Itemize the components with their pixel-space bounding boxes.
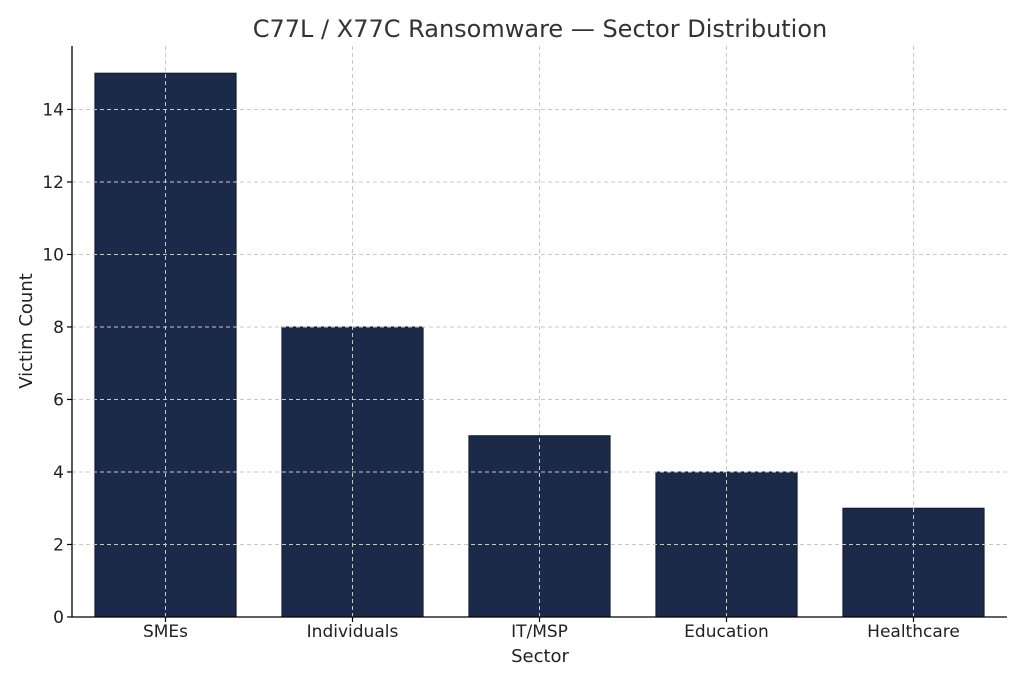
bar — [94, 72, 237, 618]
y-tick-label: 12 — [42, 173, 64, 193]
y-ticks: 0 2 4 6 8 10 12 14 — [42, 100, 72, 628]
x-tick-label: Individuals — [307, 622, 399, 642]
x-tick-label: IT/MSP — [511, 622, 568, 642]
x-tick-label: Healthcare — [867, 622, 960, 642]
chart-title: C77L / X77C Ransomware — Sector Distribu… — [253, 15, 828, 43]
y-tick-label: 2 — [53, 535, 64, 555]
y-tick-label: 10 — [42, 245, 64, 265]
y-tick-label: 8 — [53, 318, 64, 338]
y-tick-label: 0 — [53, 608, 64, 628]
bar — [468, 435, 611, 618]
y-tick-label: 6 — [53, 390, 64, 410]
x-axis-label: Sector — [511, 646, 569, 667]
y-tick-label: 4 — [53, 463, 64, 483]
bar — [842, 507, 985, 618]
x-tick-label: Education — [684, 622, 769, 642]
x-tick-label: SMEs — [143, 622, 188, 642]
x-ticks: SMEs Individuals IT/MSP Education Healthcare — [143, 617, 960, 642]
y-axis-label: Victim Count — [16, 273, 37, 389]
grid-lines — [72, 46, 1007, 617]
y-tick-label: 14 — [42, 100, 64, 120]
